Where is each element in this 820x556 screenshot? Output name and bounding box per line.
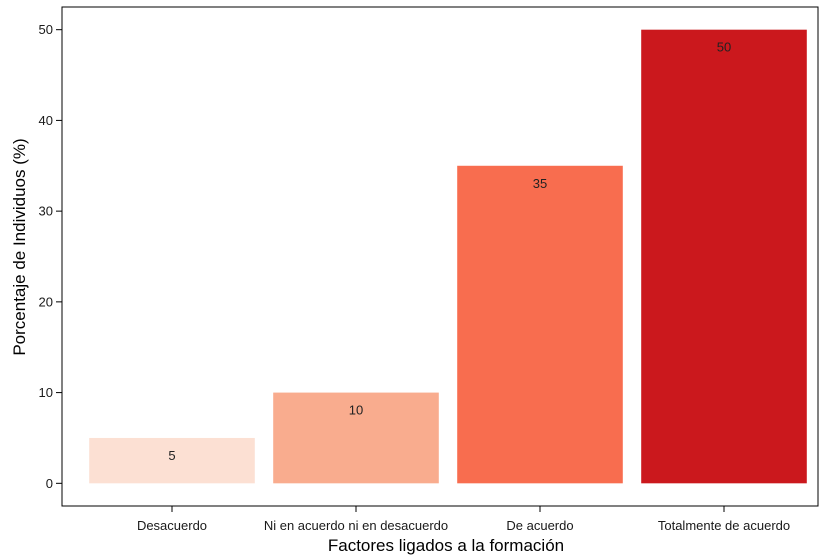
- x-tick-label: Ni en acuerdo ni en desacuerdo: [264, 518, 448, 533]
- x-tick-label: Totalmente de acuerdo: [658, 518, 790, 533]
- y-tick-label: 30: [39, 204, 53, 219]
- x-axis-title: Factores ligados a la formación: [328, 536, 564, 555]
- bar: [641, 29, 807, 484]
- plot-frame: [61, 6, 819, 507]
- y-tick-label: 20: [39, 294, 53, 309]
- y-tick-label: 40: [39, 113, 53, 128]
- y-axis-title: Porcentaje de Individuos (%): [10, 138, 29, 355]
- y-tick-label: 50: [39, 22, 53, 37]
- x-tick-label: Desacuerdo: [137, 518, 207, 533]
- x-tick-label: De acuerdo: [506, 518, 573, 533]
- bar-value-label: 5: [168, 448, 175, 463]
- y-tick-label: 0: [46, 476, 53, 491]
- bar-value-label: 35: [533, 176, 547, 191]
- bar: [273, 392, 439, 484]
- bar: [89, 437, 255, 484]
- bar: [457, 165, 623, 484]
- bar-value-label: 10: [349, 403, 363, 418]
- bar-value-label: 50: [717, 40, 731, 55]
- y-tick-label: 10: [39, 385, 53, 400]
